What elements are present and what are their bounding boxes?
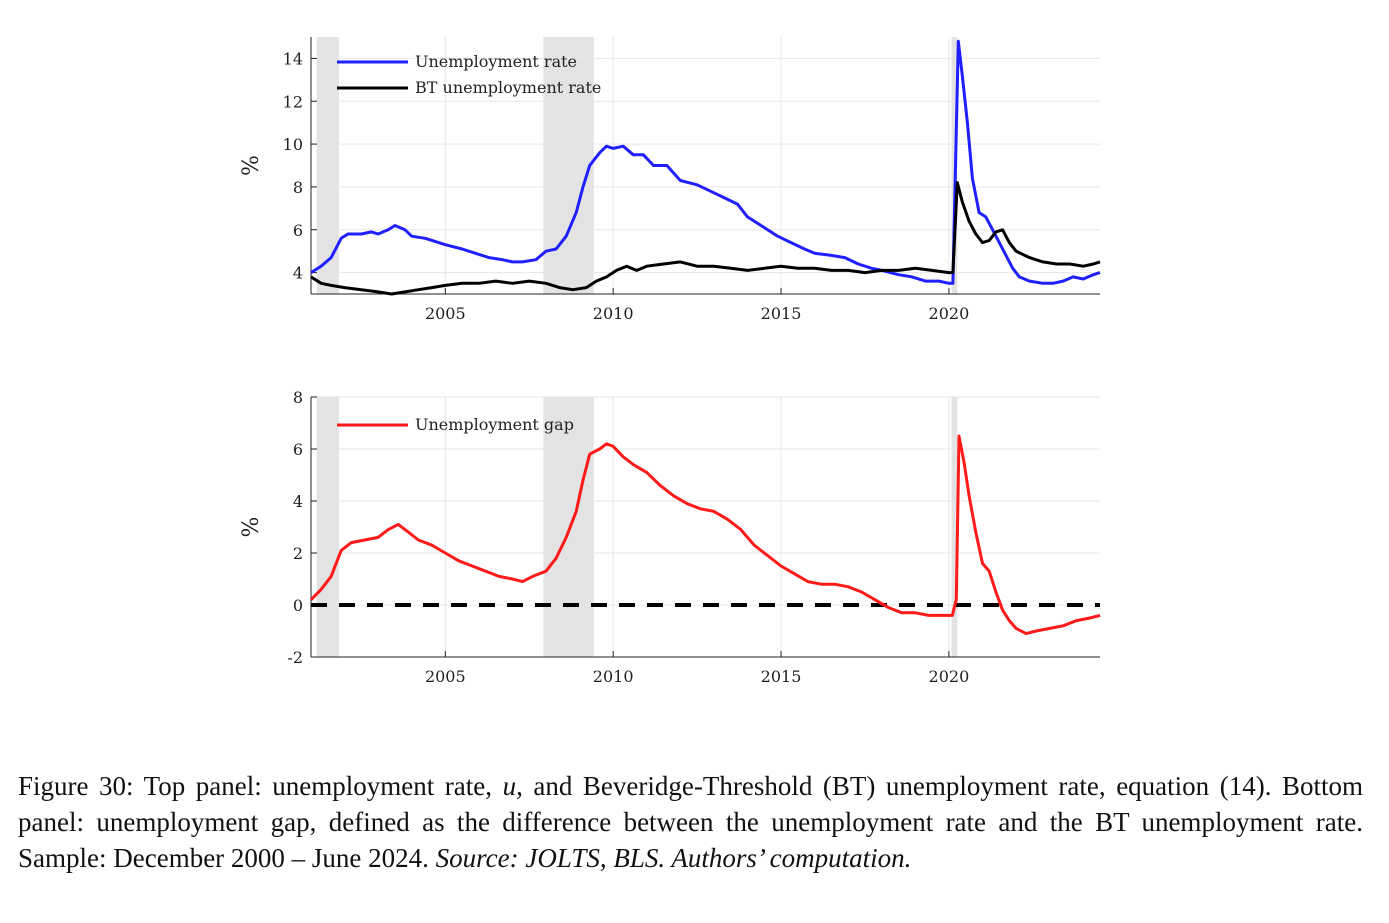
x-tick-label: 2005 xyxy=(425,667,466,686)
top-panel-chart: 4 6 8 10 12 14 2005 2010 2015 2020% Unemployment r… xyxy=(239,37,1101,323)
y-tick-label: 4 xyxy=(293,264,303,283)
recession-band xyxy=(951,397,958,657)
x-tick-label: 2015 xyxy=(761,304,802,323)
y-axis-label: % xyxy=(239,155,264,176)
x-tick-label: 2020 xyxy=(929,304,970,323)
recession-band xyxy=(543,397,594,657)
bottom-panel-chart: -2 0 2 4 6 8 2005 2010 2015 2020% Unemployment gap xyxy=(239,388,1101,686)
legend-label: Unemployment gap xyxy=(415,415,574,434)
legend-label: BT unemployment rate xyxy=(415,78,601,97)
y-tick-label: 6 xyxy=(293,221,303,240)
caption-label: Figure 30: xyxy=(18,771,134,801)
series-line-1 xyxy=(310,39,1101,285)
x-tick-label: 2020 xyxy=(929,667,970,686)
series-line-2 xyxy=(310,181,1101,296)
y-tick-label: 8 xyxy=(293,388,303,407)
y-tick-label: 6 xyxy=(293,440,303,459)
recession-band xyxy=(543,37,594,294)
y-tick-label: 12 xyxy=(283,92,303,111)
x-tick-label: 2010 xyxy=(593,304,634,323)
caption-main-a: Top panel: unemployment rate, xyxy=(143,771,493,801)
caption-source: Source: JOLTS, BLS. Authors’ computation… xyxy=(435,843,912,873)
y-tick-label: 2 xyxy=(293,544,303,563)
figure-charts: 4 6 8 10 12 14 2005 2010 2015 2020% Unemployment r… xyxy=(239,37,1101,686)
y-tick-label: 8 xyxy=(293,178,303,197)
y-tick-label: 0 xyxy=(293,596,303,615)
x-tick-label: 2015 xyxy=(761,667,802,686)
y-tick-label: 4 xyxy=(293,492,303,511)
x-tick-label: 2005 xyxy=(425,304,466,323)
recession-band xyxy=(316,397,339,657)
recession-band xyxy=(316,37,339,294)
caption-main-b: , and Beveridge-Threshold (BT) unemploym… xyxy=(18,771,1364,873)
caption-variable: u xyxy=(502,771,517,801)
y-tick-label: 14 xyxy=(283,49,303,68)
y-axis-label: % xyxy=(239,517,264,538)
x-tick-label: 2010 xyxy=(593,667,634,686)
y-tick-label: -2 xyxy=(287,648,303,667)
figure-caption: Figure 30: Top panel: unemployment rate,… xyxy=(18,768,1363,876)
legend-label: Unemployment rate xyxy=(415,52,577,71)
series-line-1 xyxy=(309,434,1101,636)
y-tick-label: 10 xyxy=(283,135,303,154)
